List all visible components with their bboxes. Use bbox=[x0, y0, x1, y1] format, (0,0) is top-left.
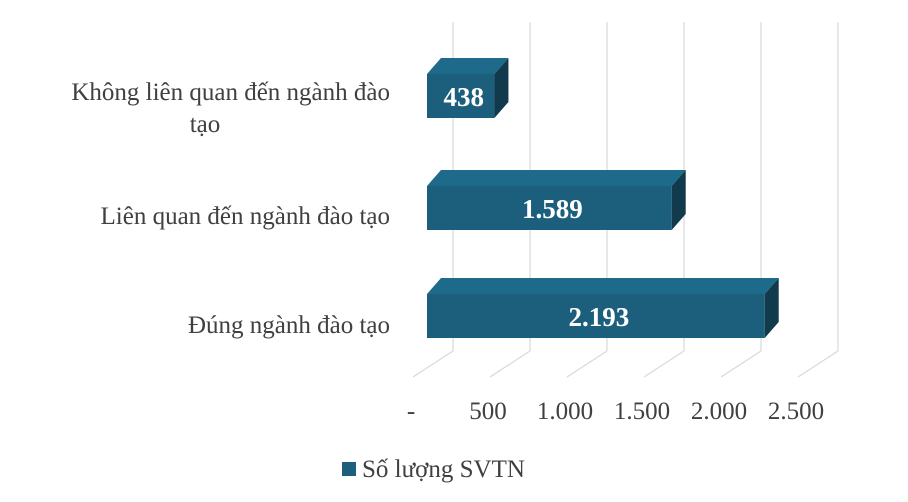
legend-label: Số lượng SVTN bbox=[362, 456, 525, 483]
data-label-1: 1.589 bbox=[522, 194, 583, 224]
x-tick-labels: - 500 1.000 1.500 2.000 2.500 bbox=[407, 398, 824, 425]
x-tick-label-3: 1.500 bbox=[614, 398, 670, 425]
bar-side-2 bbox=[764, 278, 779, 338]
floor-line-1500 bbox=[643, 350, 685, 378]
x-tick-label-1: 500 bbox=[469, 398, 507, 425]
bar-1 bbox=[427, 186, 672, 230]
category-label-1: Liên quan đến ngành đào tạo bbox=[101, 203, 391, 230]
data-label-0: 438 bbox=[443, 82, 484, 112]
bar-top-0 bbox=[427, 58, 509, 74]
category-label-0-line-0: Không liên quan đến ngành đào bbox=[71, 79, 390, 106]
bar-0 bbox=[427, 74, 495, 118]
category-label-0-line-1: tạo bbox=[190, 111, 221, 138]
floor-line-0 bbox=[412, 350, 454, 378]
category-label-2: Đúng ngành đào tạo bbox=[188, 312, 390, 339]
x-tick-label-2: 1.000 bbox=[537, 398, 593, 425]
bar-side-1 bbox=[671, 170, 686, 230]
x-tick-label-5: 2.500 bbox=[768, 398, 824, 425]
x-tick-label-0: - bbox=[407, 398, 415, 425]
bar-2 bbox=[427, 294, 765, 338]
legend: Số lượng SVTN bbox=[342, 456, 525, 483]
legend-swatch bbox=[342, 462, 356, 476]
floor-line-500 bbox=[489, 350, 531, 378]
floor-line-1000 bbox=[566, 350, 608, 378]
floor-line-2500 bbox=[797, 350, 839, 378]
data-label-2: 2.193 bbox=[568, 302, 629, 332]
category-labels: Không liên quan đến ngành đào tạo Liên qua… bbox=[71, 79, 390, 339]
bar-top-2 bbox=[427, 278, 779, 294]
bar-top-1 bbox=[427, 170, 686, 186]
x-tick-label-4: 2.000 bbox=[691, 398, 747, 425]
bar-side-0 bbox=[494, 58, 509, 118]
floor-line-2000 bbox=[720, 350, 762, 378]
bars: 438 1.589 2.193 bbox=[427, 58, 779, 338]
